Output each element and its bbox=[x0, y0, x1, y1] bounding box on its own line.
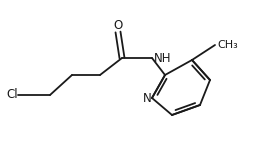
Text: CH₃: CH₃ bbox=[217, 40, 238, 50]
Text: NH: NH bbox=[154, 51, 171, 64]
Text: N: N bbox=[143, 92, 152, 105]
Text: Cl: Cl bbox=[6, 88, 18, 102]
Text: O: O bbox=[113, 19, 123, 32]
